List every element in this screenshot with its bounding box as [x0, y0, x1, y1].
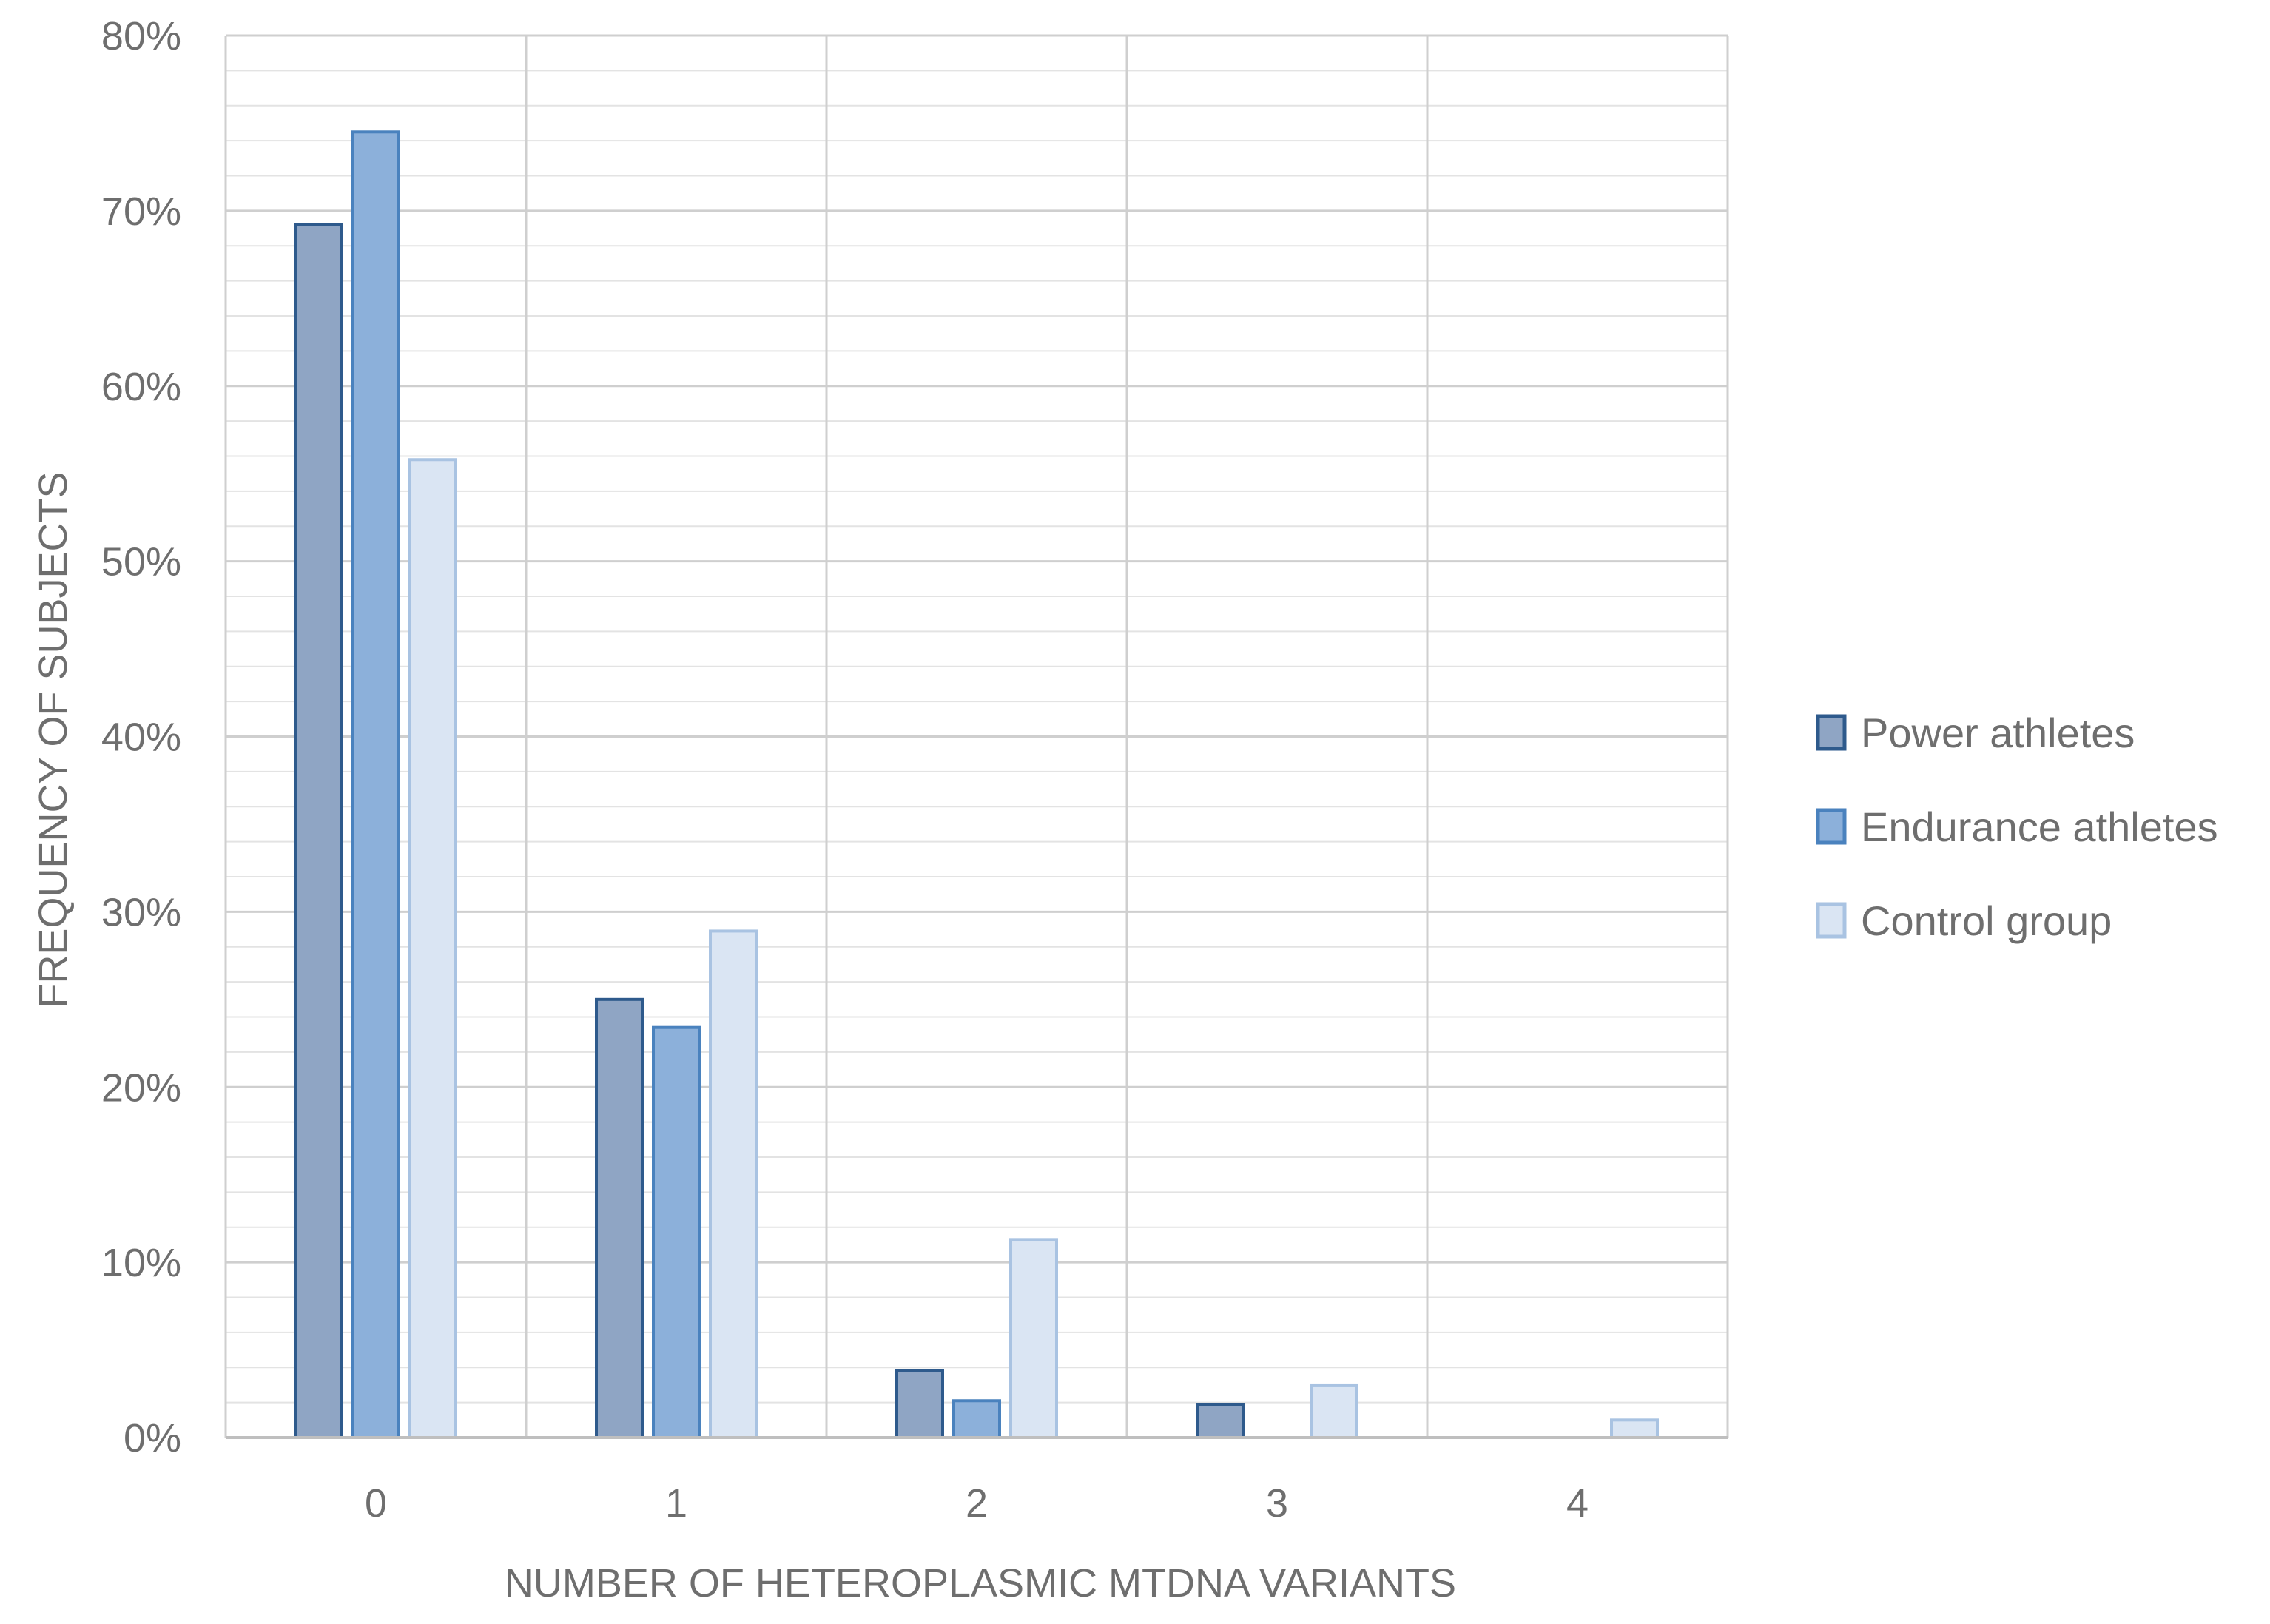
legend: Power athletes Endurance athletes Control …	[1816, 710, 2218, 944]
bar	[1610, 1418, 1659, 1439]
bar	[895, 1369, 944, 1440]
legend-label: Power athletes	[1861, 710, 2135, 756]
bar	[351, 130, 400, 1439]
bar	[1196, 1402, 1245, 1440]
x-tick-label: 2	[966, 1481, 988, 1526]
bar	[952, 1399, 1001, 1439]
bar	[709, 929, 758, 1439]
bar	[595, 997, 644, 1439]
x-tick-labels: 0 1 2 3 4	[365, 1481, 1589, 1526]
legend-label: Endurance athletes	[1861, 803, 2218, 850]
y-tick-label: 50%	[101, 540, 181, 584]
x-tick-label: 1	[665, 1481, 687, 1526]
y-tick-label: 20%	[101, 1065, 181, 1110]
x-tick-label: 0	[365, 1481, 387, 1526]
bar	[1310, 1383, 1358, 1439]
x-axis-title: NUMBER OF HETEROPLASMIC MTDNA VARIANTS	[505, 1561, 1456, 1606]
x-tick-label: 4	[1566, 1481, 1589, 1526]
y-tick-label: 70%	[101, 189, 181, 234]
major-gridlines	[224, 34, 1729, 1438]
legend-swatch	[1816, 808, 1847, 845]
bar	[294, 223, 343, 1440]
minor-gridlines	[226, 70, 1728, 1404]
bar	[1009, 1238, 1058, 1440]
bar	[408, 458, 457, 1439]
y-tick-label: 80%	[101, 14, 181, 58]
legend-label: Control group	[1861, 897, 2112, 944]
y-axis-title: FREQUENCY OF SUBJECTS	[31, 471, 75, 1008]
y-tick-label: 60%	[101, 365, 181, 409]
y-tick-labels: 0% 10% 20% 30% 40% 50% 60% 70% 80%	[101, 14, 181, 1460]
y-tick-label: 0%	[124, 1416, 181, 1460]
legend-swatch	[1816, 902, 1847, 939]
legend-swatch	[1816, 714, 1847, 751]
y-tick-label: 40%	[101, 715, 181, 760]
y-tick-label: 10%	[101, 1241, 181, 1285]
y-tick-label: 30%	[101, 890, 181, 934]
x-tick-label: 3	[1266, 1481, 1288, 1526]
bar	[652, 1025, 701, 1439]
bars	[294, 130, 1659, 1440]
